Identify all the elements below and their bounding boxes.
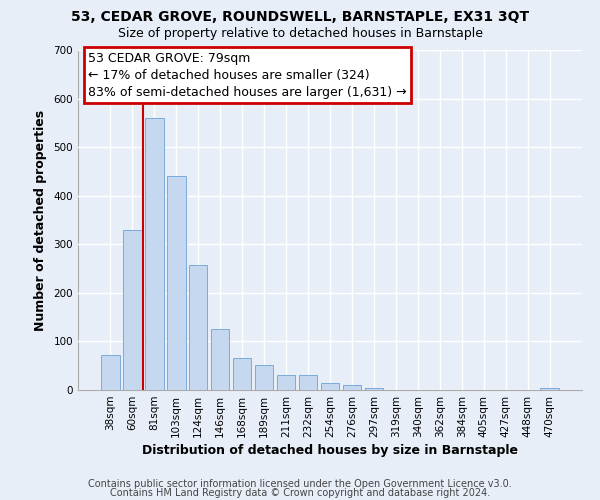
Bar [277,376,295,390]
Bar [189,264,208,390]
Bar [255,364,274,390]
Bar [123,230,142,390]
Bar [167,176,185,390]
Bar [365,388,383,390]
X-axis label: Distribution of detached houses by size in Barnstaple: Distribution of detached houses by size … [142,444,518,457]
Y-axis label: Number of detached properties: Number of detached properties [34,110,47,330]
Text: Size of property relative to detached houses in Barnstaple: Size of property relative to detached ho… [118,28,482,40]
Bar [320,382,340,390]
Bar [299,376,317,390]
Bar [343,385,361,390]
Bar [101,355,119,390]
Bar [145,118,164,390]
Bar [233,358,251,390]
Bar [541,388,559,390]
Text: 53 CEDAR GROVE: 79sqm
← 17% of detached houses are smaller (324)
83% of semi-det: 53 CEDAR GROVE: 79sqm ← 17% of detached … [88,52,407,98]
Bar [211,330,229,390]
Text: Contains HM Land Registry data © Crown copyright and database right 2024.: Contains HM Land Registry data © Crown c… [110,488,490,498]
Text: 53, CEDAR GROVE, ROUNDSWELL, BARNSTAPLE, EX31 3QT: 53, CEDAR GROVE, ROUNDSWELL, BARNSTAPLE,… [71,10,529,24]
Text: Contains public sector information licensed under the Open Government Licence v3: Contains public sector information licen… [88,479,512,489]
